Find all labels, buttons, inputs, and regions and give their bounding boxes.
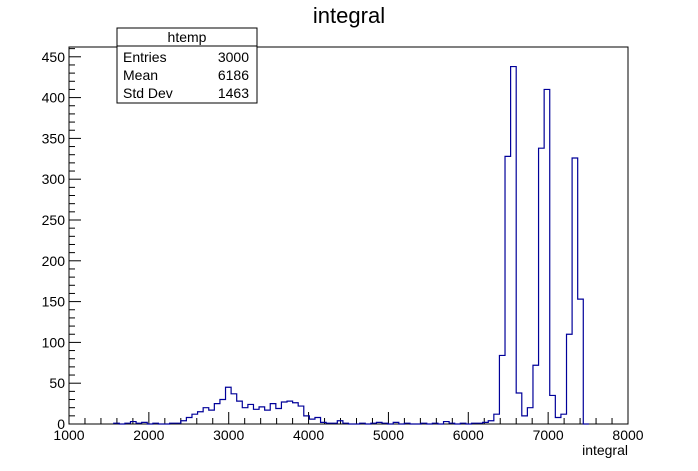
y-axis: 0 50 100 150 200 250 300 350 400 450 [42, 48, 81, 432]
stats-entries-value: 3000 [218, 49, 249, 65]
chart-title: integral [313, 3, 385, 28]
x-axis: 1000 2000 3000 4000 5000 6000 7000 8000 [53, 412, 644, 443]
x-tick-label: 2000 [133, 427, 164, 443]
x-tick-label: 8000 [612, 427, 643, 443]
x-axis-title: integral [582, 442, 628, 458]
stats-box: htemp Entries 3000 Mean 6186 Std Dev 146… [116, 27, 258, 104]
y-tick-label: 200 [42, 253, 66, 269]
x-tick-label: 5000 [373, 427, 404, 443]
x-tick-label: 4000 [293, 427, 324, 443]
stats-box-border [116, 27, 258, 104]
histogram-series [113, 65, 589, 425]
y-tick-label: 400 [42, 90, 66, 106]
x-tick-label: 6000 [453, 427, 484, 443]
x-tick-label: 7000 [533, 427, 564, 443]
y-tick-label: 150 [42, 294, 66, 310]
stats-entries-label: Entries [123, 49, 167, 65]
y-tick-label: 300 [42, 171, 66, 187]
stats-box-name: htemp [168, 29, 207, 45]
x-tick-label: 3000 [213, 427, 244, 443]
stats-stddev-label: Std Dev [123, 85, 173, 101]
stats-mean-value: 6186 [218, 67, 249, 83]
y-tick-label: 0 [57, 416, 65, 432]
y-tick-label: 100 [42, 334, 66, 350]
stats-stddev-value: 1463 [218, 85, 249, 101]
y-tick-label: 350 [42, 130, 66, 146]
stats-mean-label: Mean [123, 67, 158, 83]
y-tick-label: 50 [49, 375, 65, 391]
x-tick-label: 1000 [53, 427, 84, 443]
y-tick-label: 250 [42, 212, 66, 228]
y-tick-label: 450 [42, 49, 66, 65]
